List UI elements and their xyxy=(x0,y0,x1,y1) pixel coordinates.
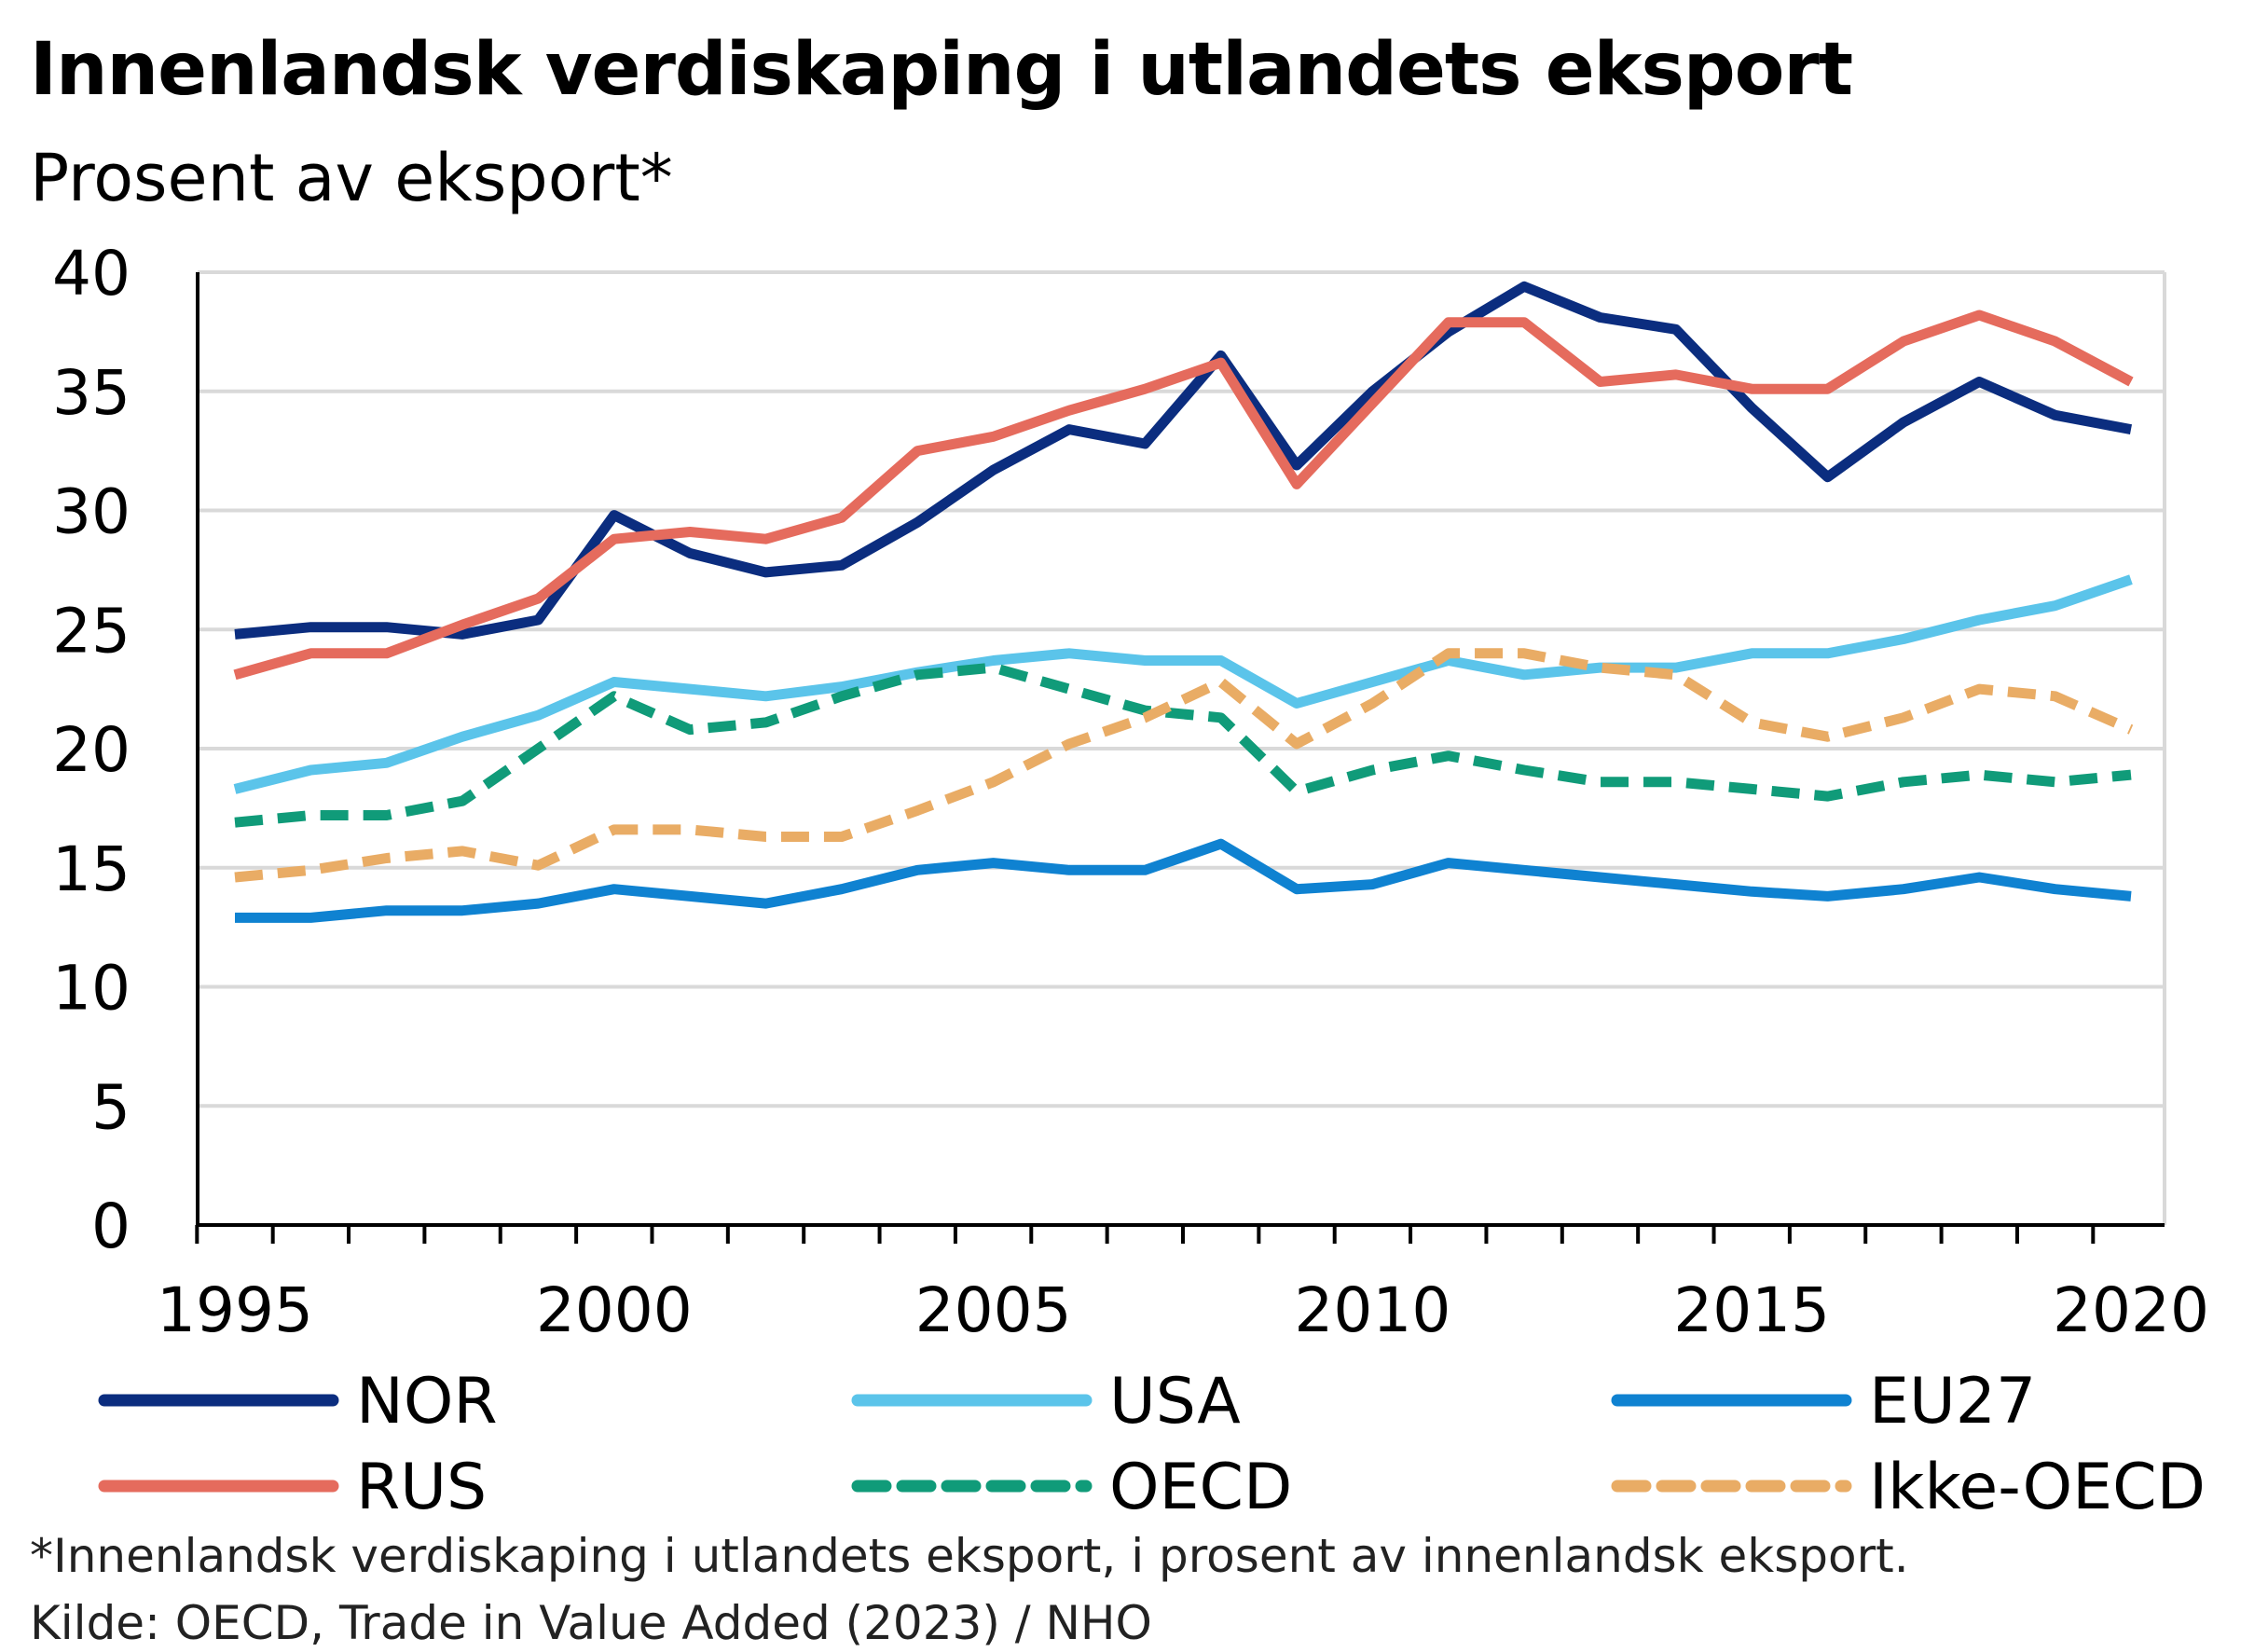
source-note: Kilde: OECD, Trade in Value Added (2023)… xyxy=(30,1596,1152,1650)
chart-subtitle: Prosent av eksport* xyxy=(30,140,673,216)
series-line-eu27 xyxy=(235,838,2132,923)
y-tick-label: 20 xyxy=(52,714,131,786)
y-tick-label: 35 xyxy=(52,357,131,429)
series-line-oecd xyxy=(234,662,2132,828)
series-lines xyxy=(233,281,2134,923)
gridlines xyxy=(198,270,2166,1225)
legend-label-ikke-oecd: Ikke-OECD xyxy=(1869,1451,2206,1524)
y-tick-label: 15 xyxy=(52,833,131,905)
axes: 0 5 10 15 20 25 30 35 40 1995 2000 2005 2010 2015 2020 xyxy=(52,238,2209,1346)
series-line-usa xyxy=(233,574,2133,794)
y-tick-label: 5 xyxy=(91,1071,131,1143)
legend-label-rus: RUS xyxy=(356,1451,487,1524)
legend-label-eu27: EU27 xyxy=(1869,1365,2036,1439)
series-line-nor xyxy=(234,281,2133,640)
series-line-rus xyxy=(233,310,2134,681)
y-tick-label: 30 xyxy=(52,476,131,548)
x-tick-label: 2015 xyxy=(1673,1274,1830,1346)
legend-label-oecd: OECD xyxy=(1109,1451,1292,1524)
series-line-ikke-oecd xyxy=(234,648,2134,883)
chart-title: Innenlandsk verdiskaping i utlandets eks… xyxy=(30,28,1853,112)
legend: NOR USA EU27 RUS OECD Ikke-OECD xyxy=(98,1365,2206,1524)
footnote: *Innenlandsk verdiskaping i utlandets ek… xyxy=(30,1529,1909,1583)
y-tick-label: 0 xyxy=(91,1191,131,1262)
x-tick-label: 2000 xyxy=(536,1274,693,1346)
x-tick-label: 2020 xyxy=(2053,1274,2209,1346)
y-tick-label: 25 xyxy=(52,595,131,667)
y-tick-label: 10 xyxy=(52,953,131,1025)
y-tick-label: 40 xyxy=(52,238,131,310)
x-tick-label: 2010 xyxy=(1294,1274,1450,1346)
x-tick-label: 2005 xyxy=(915,1274,1072,1346)
legend-label-usa: USA xyxy=(1109,1365,1241,1439)
legend-label-nor: NOR xyxy=(356,1365,498,1439)
x-tick-label: 1995 xyxy=(157,1274,313,1346)
